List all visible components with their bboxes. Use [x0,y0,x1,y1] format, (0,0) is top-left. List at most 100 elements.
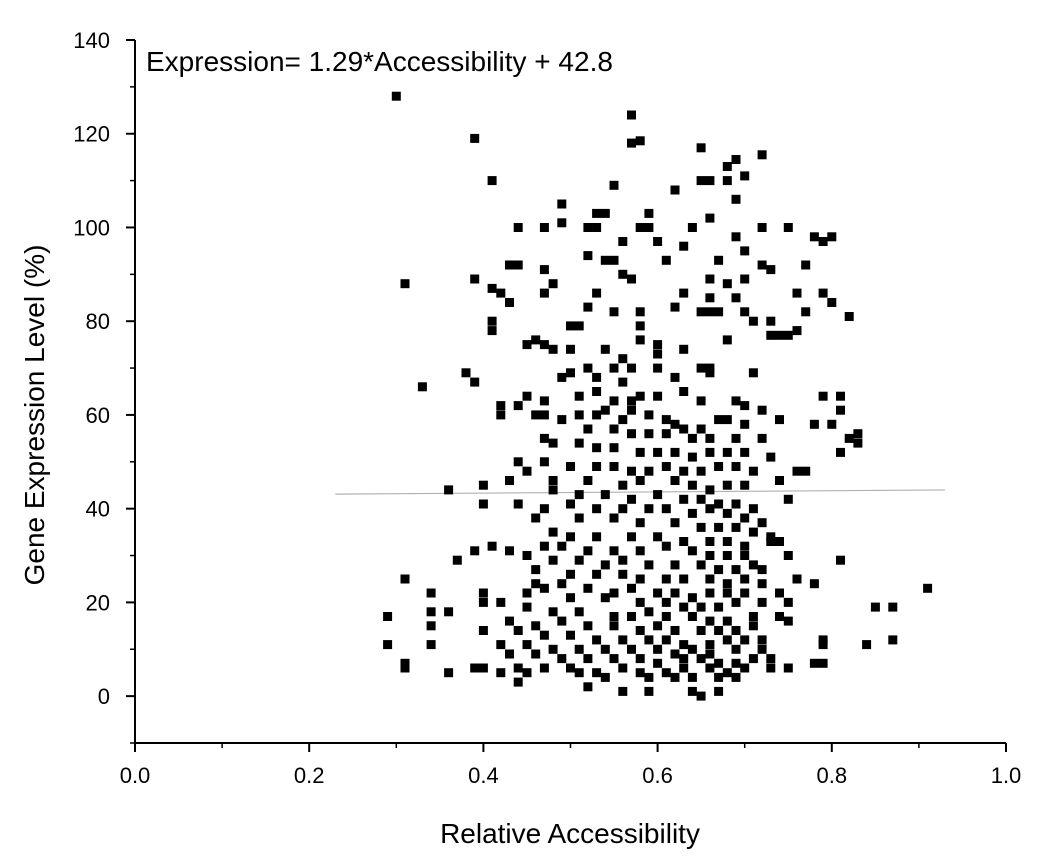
data-point [627,429,636,439]
data-point [766,654,776,664]
data-point [574,607,584,617]
data-point [548,438,558,448]
data-point [644,607,654,617]
data-point [635,223,645,232]
data-point [705,485,715,495]
data-point [513,401,523,411]
data-point [670,476,680,485]
data-point [566,569,575,579]
data-point [644,686,654,696]
data-point [470,663,480,673]
data-point [757,635,767,645]
data-point [757,597,767,607]
data-point [600,644,610,654]
data-point [696,691,706,701]
x-tick-label: 1.0 [991,763,1022,788]
data-point [722,447,732,457]
data-point [653,447,663,457]
data-point [531,649,541,659]
y-tick-label: 100 [73,215,110,240]
data-point [923,583,933,593]
data-point [583,654,593,664]
data-point [583,251,593,261]
data-point [757,150,767,160]
data-point [609,462,619,471]
data-point [661,668,671,678]
data-point [661,429,671,439]
data-point [513,663,523,673]
data-point [748,466,758,476]
data-point [513,260,523,270]
data-point [627,405,636,415]
data-point [627,274,636,284]
data-point [478,499,488,509]
data-point [696,602,706,612]
data-point [801,260,811,270]
data-point [766,537,776,546]
data-point [539,583,549,593]
y-tick-label: 60 [86,403,110,428]
data-point [635,335,645,345]
data-point [583,546,593,556]
data-point [513,457,523,467]
data-point [487,283,497,293]
data-point [600,405,610,415]
data-point [609,180,619,190]
data-point [627,396,636,406]
data-point [635,321,645,331]
data-point [679,602,689,612]
data-point [618,354,628,364]
data-point [627,532,636,542]
data-point [809,232,819,242]
data-point [566,630,575,640]
data-point [653,532,663,542]
data-point [600,344,610,354]
data-point [670,185,680,195]
data-point [705,307,715,317]
data-point [609,255,619,265]
data-point [809,579,819,589]
data-point [888,635,898,645]
data-point [862,640,872,650]
data-point [714,522,724,532]
data-point [548,344,558,354]
data-point [653,340,663,350]
data-point [705,537,715,546]
data-point [478,480,488,490]
data-point [539,630,549,640]
data-point [618,480,628,490]
data-point [775,476,784,485]
data-point [531,565,541,575]
data-point [748,316,758,326]
data-point [783,616,793,626]
data-point [705,663,715,673]
data-point [714,658,724,668]
data-point [539,396,549,406]
data-point [740,588,750,598]
data-point [888,602,898,612]
data-point [757,260,767,270]
data-point [731,499,741,509]
data-point [696,522,706,532]
data-point [731,462,741,471]
data-point [731,293,741,303]
data-point [748,368,758,378]
data-point [766,452,776,462]
data-point [696,307,706,317]
data-point [740,480,750,490]
data-point [487,541,497,551]
data-point [513,223,523,232]
data-point [522,588,532,598]
data-point [679,640,689,650]
data-point [609,363,619,373]
data-point [792,466,802,476]
y-tick-label: 140 [73,28,110,53]
data-point [827,298,837,307]
data-point [496,401,506,411]
data-point [592,532,602,542]
data-point [818,237,828,246]
data-point [766,663,776,673]
data-point [478,626,488,635]
data-point [592,372,602,382]
data-point [566,499,575,509]
